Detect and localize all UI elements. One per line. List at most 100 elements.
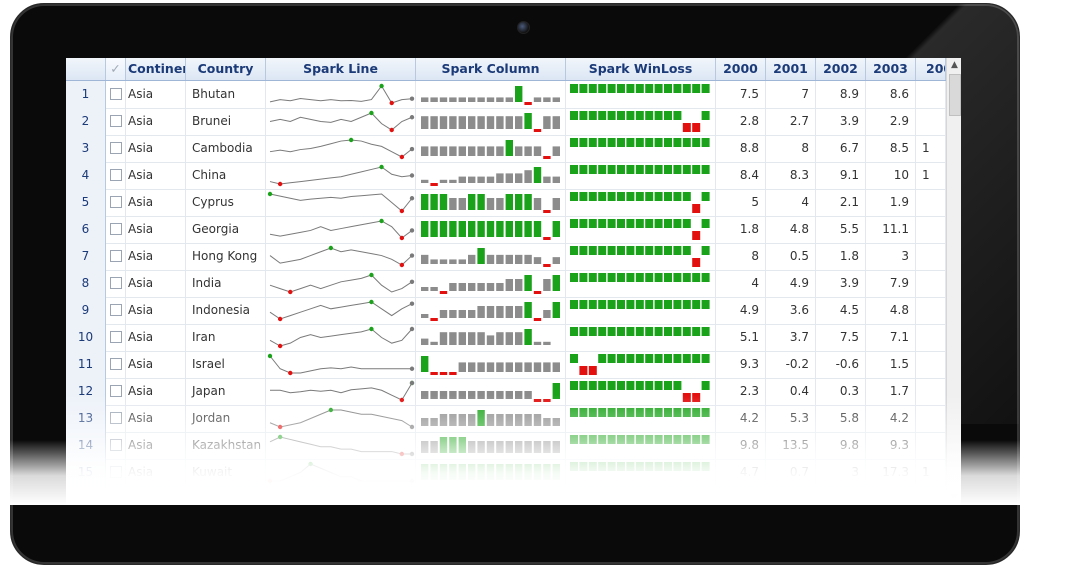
cell-2002: 3	[816, 459, 866, 486]
spark-column-bar	[533, 146, 542, 156]
spark-line-last-point	[409, 451, 415, 457]
row-checkbox[interactable]	[109, 384, 122, 397]
winloss-win-block	[692, 273, 701, 282]
row-checkbox-cell[interactable]	[106, 297, 126, 324]
row-checkbox[interactable]	[109, 87, 122, 100]
table-row[interactable]: 8 Asia India 4 4.9 3.9 7.9	[66, 270, 946, 298]
row-checkbox[interactable]	[109, 168, 122, 181]
spark-line-path	[269, 220, 413, 239]
scroll-down-icon[interactable]: ▼	[951, 493, 958, 503]
winloss-win-block	[673, 246, 682, 255]
table-row[interactable]: 2 Asia Brunei 2.8 2.7 3.9 2.9	[66, 108, 946, 136]
row-checkbox[interactable]	[109, 411, 122, 424]
row-checkbox-cell[interactable]	[106, 81, 126, 108]
table-row[interactable]: 4 Asia China 8.4 8.3 9.1 10 1	[66, 162, 946, 190]
cell-2004	[916, 351, 946, 378]
table-row[interactable]: 3 Asia Cambodia 8.8 8 6.7 8.5 1	[66, 135, 946, 163]
table-row[interactable]: 11 Asia Israel 9.3 -0.2 -0.6 1.5	[66, 351, 946, 379]
winloss-win-block	[607, 381, 616, 390]
winloss-win-block	[579, 138, 588, 147]
winloss-win-block	[645, 462, 654, 471]
row-checkbox[interactable]	[109, 114, 122, 127]
cell-continent: Asia	[126, 459, 186, 486]
column-header-2000[interactable]: 2000	[716, 58, 766, 80]
row-checkbox-cell[interactable]	[106, 405, 126, 432]
row-checkbox-cell[interactable]	[106, 108, 126, 135]
column-header-2002[interactable]: 2002	[816, 58, 866, 80]
winloss-win-block	[664, 246, 672, 255]
cell-2002: 8.9	[816, 81, 866, 108]
column-header-continent[interactable]: Continent	[126, 58, 186, 80]
column-header-2001[interactable]: 2001	[766, 58, 816, 80]
cell-country: Israel	[186, 351, 266, 378]
row-checkbox-cell[interactable]	[106, 243, 126, 270]
table-row[interactable]: 14 Asia Kazakhstan 9.8 13.5 9.8 9.3	[66, 432, 946, 460]
row-checkbox[interactable]	[109, 330, 122, 343]
row-checkbox[interactable]	[109, 357, 122, 370]
table-row[interactable]: 15 Asia Kuwait 4.7 0.7 3 17.3 1	[66, 459, 946, 487]
winloss-win-block	[579, 300, 588, 309]
cell-country: Iran	[186, 324, 266, 351]
cell-2003: 11.1	[866, 216, 916, 243]
row-checkbox-cell[interactable]	[106, 135, 126, 162]
column-header-country[interactable]: Country	[186, 58, 266, 80]
spark-column-bar	[468, 391, 476, 399]
scroll-up-icon[interactable]: ▲	[951, 60, 958, 70]
row-checkbox-cell[interactable]	[106, 162, 126, 189]
vertical-scrollbar[interactable]: ▲ ▼	[946, 58, 961, 505]
winloss-win-block	[682, 192, 691, 201]
spark-column-bar	[505, 414, 513, 426]
table-row[interactable]: 12 Asia Japan 2.3 0.4 0.3 1.7	[66, 378, 946, 406]
column-header-2003[interactable]: 2003	[866, 58, 916, 80]
spark-column-bar	[533, 399, 542, 402]
row-checkbox[interactable]	[109, 303, 122, 316]
row-checkbox-cell[interactable]	[106, 189, 126, 216]
row-checkbox-cell[interactable]	[106, 459, 126, 486]
spark-column-bar	[496, 198, 504, 210]
column-header-spark-column[interactable]: Spark Column	[416, 58, 566, 80]
winloss-win-block	[579, 165, 588, 174]
row-checkbox-cell[interactable]	[106, 270, 126, 297]
row-checkbox[interactable]	[109, 141, 122, 154]
spark-column-bar	[524, 302, 532, 318]
table-row[interactable]: 5 Asia Cyprus 5 4 2.1 1.9	[66, 189, 946, 217]
cell-continent: Asia	[126, 135, 186, 162]
row-checkbox[interactable]	[109, 465, 122, 478]
column-header-spark-line[interactable]: Spark Line	[266, 58, 416, 80]
column-header-spark-winloss[interactable]: Spark WinLoss	[566, 58, 716, 80]
winloss-win-block	[682, 462, 691, 471]
spark-column-bar	[458, 437, 466, 453]
row-checkbox[interactable]	[109, 276, 122, 289]
spark-winloss-chart	[570, 246, 710, 267]
row-checkbox-cell[interactable]	[106, 324, 126, 351]
row-checkbox[interactable]	[109, 195, 122, 208]
spark-column-bar	[430, 116, 438, 129]
winloss-win-block	[626, 435, 635, 444]
winloss-win-block	[570, 435, 578, 444]
spark-column-bar	[458, 310, 466, 318]
row-checkbox-cell[interactable]	[106, 351, 126, 378]
scrollbar-thumb[interactable]	[949, 74, 961, 116]
table-row[interactable]: 7 Asia Hong Kong 8 0.5 1.8 3	[66, 243, 946, 271]
row-checkbox[interactable]	[109, 438, 122, 451]
table-row[interactable]: 1 Asia Bhutan 7.5 7 8.9 8.6	[66, 81, 946, 109]
check-all-icon[interactable]: ✓	[106, 58, 126, 80]
row-checkbox[interactable]	[109, 222, 122, 235]
spark-column-bar	[543, 418, 551, 426]
row-checkbox-cell[interactable]	[106, 432, 126, 459]
table-row[interactable]: 6 Asia Georgia 1.8 4.8 5.5 11.1	[66, 216, 946, 244]
table-row[interactable]: 10 Asia Iran 5.1 3.7 7.5 7.1	[66, 324, 946, 352]
spark-column-bar	[496, 97, 504, 102]
table-row[interactable]: 9 Asia Indonesia 4.9 3.6 4.5 4.8	[66, 297, 946, 325]
table-row[interactable]: 13 Asia Jordan 4.2 5.3 5.8 4.2	[66, 405, 946, 433]
spark-line-chart	[269, 83, 415, 106]
row-checkbox-cell[interactable]	[106, 216, 126, 243]
spark-column-bar	[524, 194, 532, 210]
column-header-2004[interactable]: 200	[916, 58, 946, 80]
row-checkbox-cell[interactable]	[106, 378, 126, 405]
row-checkbox[interactable]	[109, 249, 122, 262]
spark-column-bar	[477, 194, 485, 210]
spark-line-low-point	[389, 100, 394, 106]
spark-column-bar	[533, 257, 542, 264]
spark-column-bar	[496, 283, 504, 291]
